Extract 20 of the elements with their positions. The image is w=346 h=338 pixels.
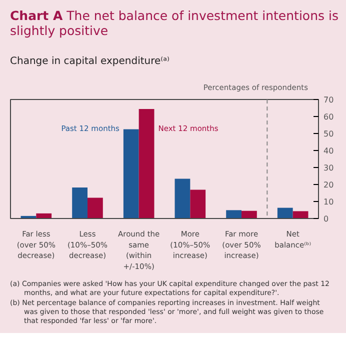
bar: [174, 178, 190, 218]
chart-title: Chart A The net balance of investment intentions is slightly positive: [10, 8, 340, 38]
bar: [72, 188, 88, 218]
bar: [242, 210, 257, 218]
bar: [190, 190, 206, 218]
bar: [88, 198, 103, 218]
bar: [123, 129, 139, 218]
y-tick-label: 0: [324, 214, 329, 224]
bar: [138, 109, 154, 218]
bar: [277, 208, 293, 218]
y-tick-label: 50: [324, 130, 334, 138]
y-tick-label: 40: [324, 146, 334, 156]
bar: [292, 211, 308, 218]
y-tick-label: 20: [324, 180, 334, 190]
y-tick-label: 60: [324, 112, 334, 122]
chart-subtitle: Change in capital expenditure⁽ᵃ⁾: [10, 55, 171, 69]
y-tick-label: 70: [324, 96, 334, 104]
y-tick-label: 30: [324, 164, 334, 172]
y-tick-label: 10: [324, 198, 334, 206]
bar: [226, 210, 242, 218]
